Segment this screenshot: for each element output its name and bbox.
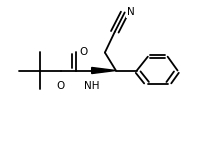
Text: NH: NH bbox=[84, 81, 99, 91]
Text: N: N bbox=[127, 7, 135, 17]
Text: O: O bbox=[79, 47, 87, 57]
Text: O: O bbox=[57, 81, 65, 91]
Polygon shape bbox=[92, 67, 116, 74]
